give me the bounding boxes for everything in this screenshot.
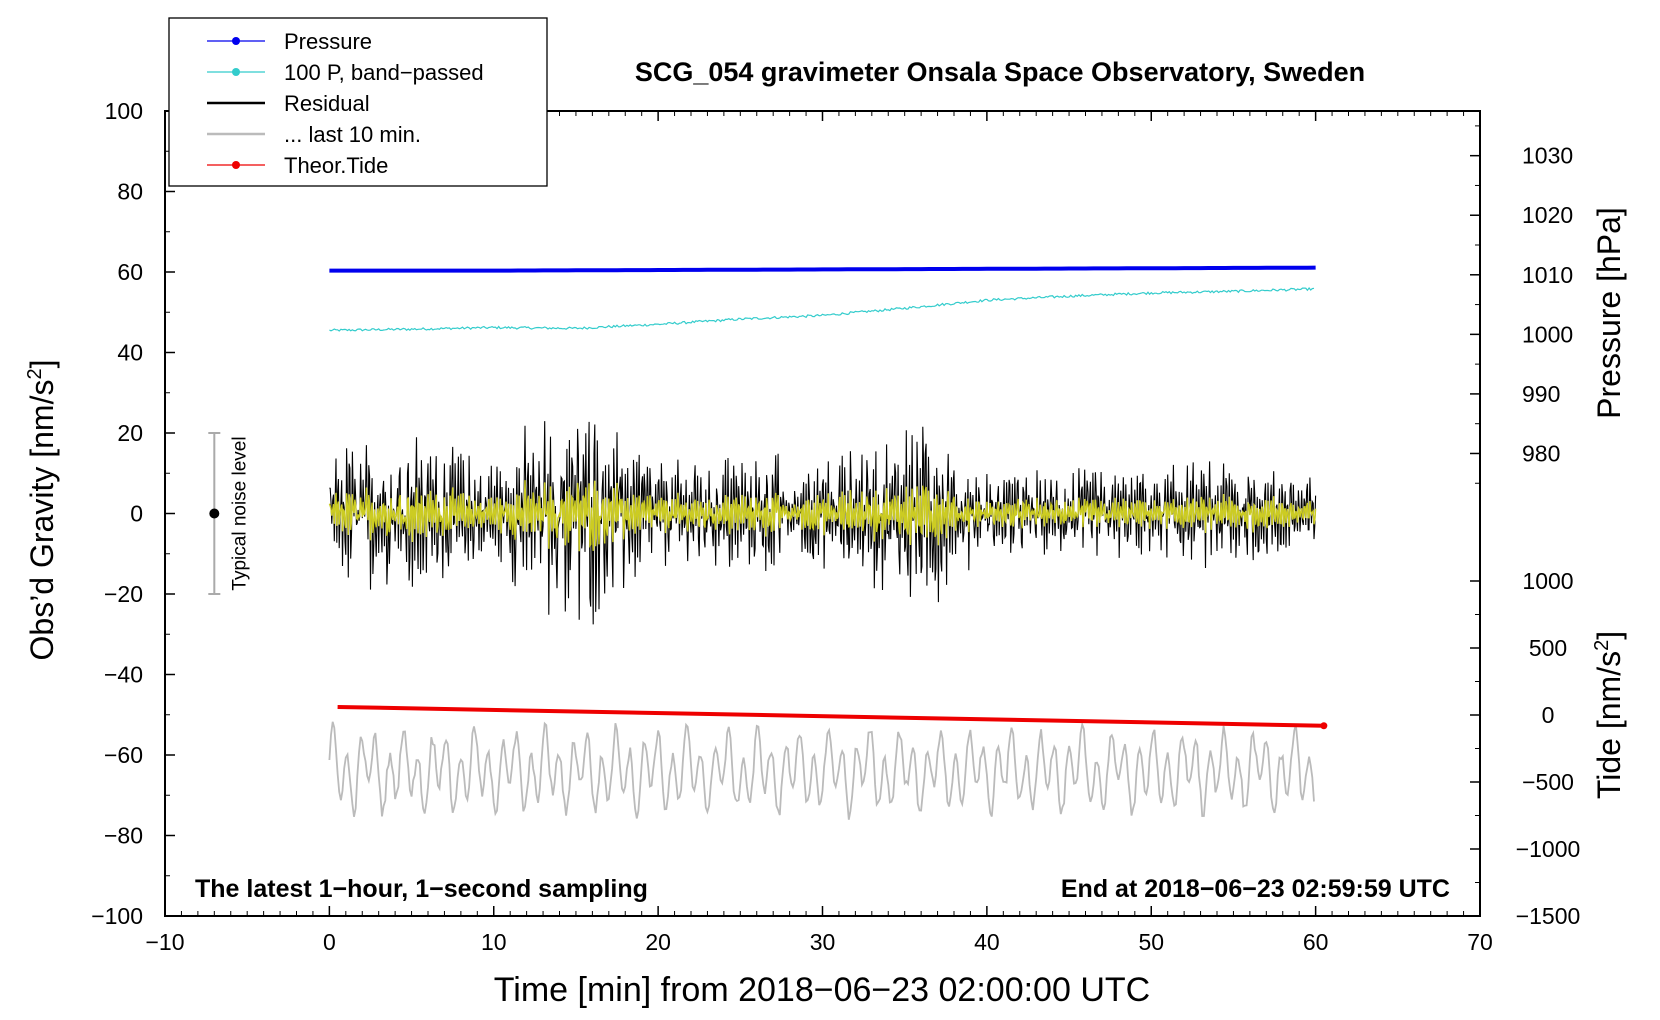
- legend-label: 100 P, band−passed: [284, 60, 484, 85]
- x-tick-label: 40: [974, 929, 1000, 955]
- x-axis-label: Time [min] from 2018−06−23 02:00:00 UTC: [494, 971, 1150, 1009]
- legend-label: Residual: [284, 91, 370, 116]
- x-tick-label: 50: [1138, 929, 1164, 955]
- x-tick-label: 0: [323, 929, 336, 955]
- noise-label: Typical noise level: [229, 436, 250, 590]
- tide-axis-label-superscript: 2: [1591, 640, 1613, 651]
- x-tick-label: 70: [1467, 929, 1493, 955]
- tide-tick-label: 1000: [1522, 568, 1573, 594]
- x-tick-label: 30: [810, 929, 836, 955]
- y-tick-label: 100: [105, 98, 143, 124]
- y-axis-label-end: ]: [24, 360, 60, 369]
- pressure-tick-label: 1020: [1522, 202, 1573, 228]
- pressure-line: [329, 265, 1316, 273]
- legend: Pressure 100 P, band−passed Residual ... la…: [168, 17, 548, 187]
- annotation-right: End at 2018−06−23 02:59:59 UTC: [1061, 875, 1450, 903]
- y-tick-label: −60: [104, 742, 143, 768]
- noise-bar-center: [209, 508, 220, 519]
- tide-axis-label-text: Tide [nm/s: [1591, 651, 1627, 799]
- theoretical-tide-end-marker: [1320, 722, 1328, 730]
- pressure-tick-label: 980: [1522, 440, 1560, 466]
- bandpassed-pressure-line: [329, 287, 1315, 332]
- tide-axis-label-end: ]: [1591, 631, 1627, 640]
- y-axis-label-superscript: 2: [24, 368, 46, 379]
- x-tick-label: 60: [1303, 929, 1329, 955]
- y-axis-label-text: Obs’d Gravity [nm/s: [24, 380, 60, 661]
- plot-layer: Typical noise level: [208, 265, 1328, 820]
- x-tick-label: −10: [145, 929, 184, 955]
- legend-label: Theor.Tide: [284, 153, 388, 178]
- tide-axis-label: Tide [nm/s2]: [1591, 631, 1627, 799]
- pressure-tick-label: 1000: [1522, 321, 1573, 347]
- x-tick-label: 10: [481, 929, 507, 955]
- tide-tick-label: 0: [1542, 702, 1555, 728]
- pressure-tick-label: 1030: [1522, 143, 1573, 169]
- legend-label: Pressure: [284, 29, 372, 54]
- theoretical-tide-line: [337, 704, 1324, 728]
- y-tick-label: −20: [104, 581, 143, 607]
- y-tick-label: 40: [117, 340, 143, 366]
- y-tick-label: 80: [117, 179, 143, 205]
- legend-label: ... last 10 min.: [284, 122, 421, 147]
- y-tick-label: 60: [117, 259, 143, 285]
- legend-marker: [232, 37, 240, 45]
- annotation-left: The latest 1−hour, 1−second sampling: [195, 875, 648, 903]
- tide-tick-label: −1500: [1516, 903, 1581, 929]
- residual-filtered-line: [328, 480, 1317, 552]
- y-tick-label: 20: [117, 420, 143, 446]
- chart-title: SCG_054 gravimeter Onsala Space Observat…: [635, 57, 1365, 87]
- axes-layer: −10 0 10 20 30 40 50 60 70100806040200−20−40−60−…: [91, 98, 1580, 955]
- y-tick-label: −100: [91, 903, 143, 929]
- tide-tick-label: −1000: [1516, 836, 1581, 862]
- y-tick-label: 0: [130, 501, 143, 527]
- tide-tick-label: −500: [1522, 769, 1574, 795]
- y-tick-label: −80: [104, 823, 143, 849]
- tide-tick-label: 500: [1529, 635, 1567, 661]
- last-10-min-line: [328, 721, 1315, 820]
- y-axis-label: Obs’d Gravity [nm/s2]: [24, 360, 60, 661]
- pressure-tick-label: 1010: [1522, 262, 1573, 288]
- legend-marker: [232, 161, 240, 169]
- y-tick-label: −40: [104, 662, 143, 688]
- x-tick-label: 20: [645, 929, 671, 955]
- pressure-tick-label: 990: [1522, 381, 1560, 407]
- pressure-axis-label: Pressure [hPa]: [1591, 207, 1627, 419]
- legend-marker: [232, 68, 240, 76]
